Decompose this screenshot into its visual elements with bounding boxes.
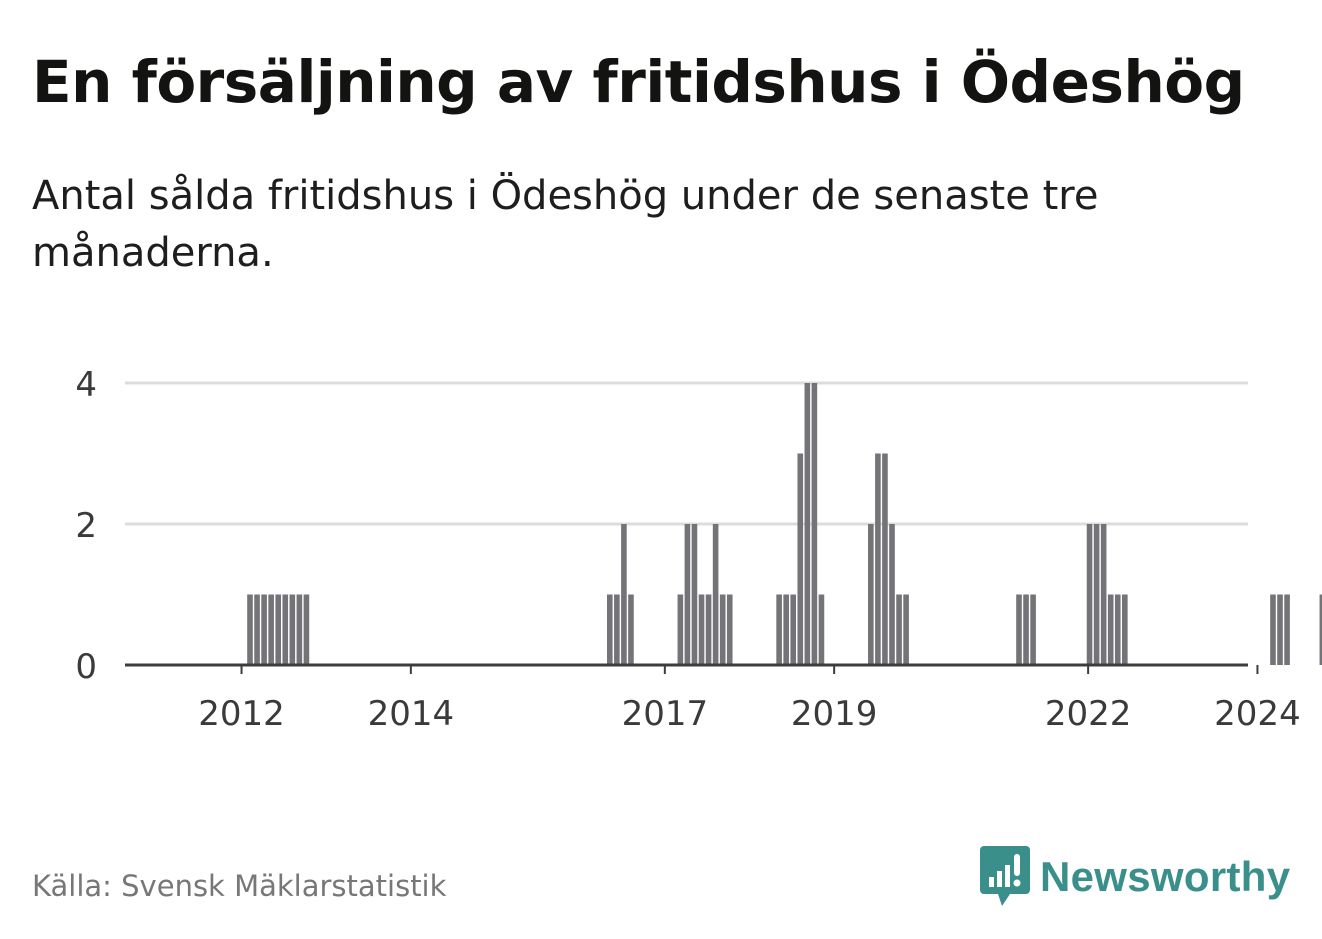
bar — [684, 524, 691, 665]
bar — [296, 594, 303, 665]
x-tick-label: 2014 — [368, 694, 455, 734]
bar — [621, 524, 627, 665]
bar — [1016, 594, 1022, 665]
bar — [1270, 594, 1276, 665]
bar — [1277, 594, 1283, 665]
bar — [868, 524, 874, 665]
bar — [896, 594, 902, 665]
bar — [268, 594, 274, 665]
grid-lines — [125, 381, 1248, 526]
bar — [818, 594, 825, 665]
bar — [811, 383, 818, 665]
bars — [247, 383, 1322, 665]
x-tick-label: 2017 — [622, 694, 709, 734]
bar — [712, 524, 719, 665]
bar — [698, 594, 705, 665]
y-tick-label: 2 — [75, 506, 97, 546]
bar — [889, 524, 895, 665]
y-tick-label: 0 — [75, 647, 97, 687]
bar — [607, 594, 613, 665]
bar — [776, 594, 782, 665]
bar — [903, 594, 909, 665]
y-tick-label: 4 — [75, 365, 97, 405]
chart-subtitle: Antal sålda fritidshus i Ödeshög under d… — [32, 173, 1099, 276]
bar — [247, 594, 253, 665]
bar — [705, 594, 712, 665]
bar — [1030, 594, 1036, 665]
x-axis-ticks: 2012 2014 2017 2019 2022 2024 — [198, 665, 1301, 734]
newsworthy-logo-icon — [980, 846, 1030, 906]
bar — [1100, 524, 1107, 665]
x-tick-label: 2024 — [1214, 694, 1301, 734]
bar — [783, 594, 789, 665]
bar — [289, 594, 296, 665]
bar — [797, 453, 804, 665]
bar — [1086, 524, 1093, 665]
bar — [1319, 594, 1322, 665]
bar — [254, 594, 260, 665]
bar — [726, 594, 733, 665]
bar — [282, 594, 289, 665]
bar — [691, 524, 698, 665]
brand-name: Newsworthy — [1040, 853, 1291, 900]
bar — [614, 594, 620, 665]
x-tick-label: 2019 — [791, 694, 878, 734]
bar — [275, 594, 282, 665]
bar — [261, 594, 267, 665]
x-tick-label: 2022 — [1045, 694, 1132, 734]
bar — [790, 594, 797, 665]
bar — [804, 383, 811, 665]
brand-logo[interactable]: Newsworthy — [980, 846, 1290, 908]
bar — [1284, 594, 1290, 665]
bar — [677, 594, 684, 665]
bar — [1122, 594, 1128, 665]
bar — [1114, 594, 1121, 665]
bar — [882, 453, 888, 665]
bar — [303, 594, 310, 665]
bar — [1107, 594, 1114, 665]
bar — [1093, 524, 1100, 665]
x-tick-label: 2012 — [198, 694, 285, 734]
y-axis-ticks: 0 2 4 — [75, 365, 97, 687]
bar — [1023, 594, 1029, 665]
source-note: Källa: Svensk Mäklarstatistik — [32, 869, 447, 903]
bar — [719, 594, 726, 665]
bar — [628, 594, 634, 665]
bar — [875, 453, 881, 665]
chart-title: En försäljning av fritidshus i Ödeshög — [32, 48, 1245, 116]
